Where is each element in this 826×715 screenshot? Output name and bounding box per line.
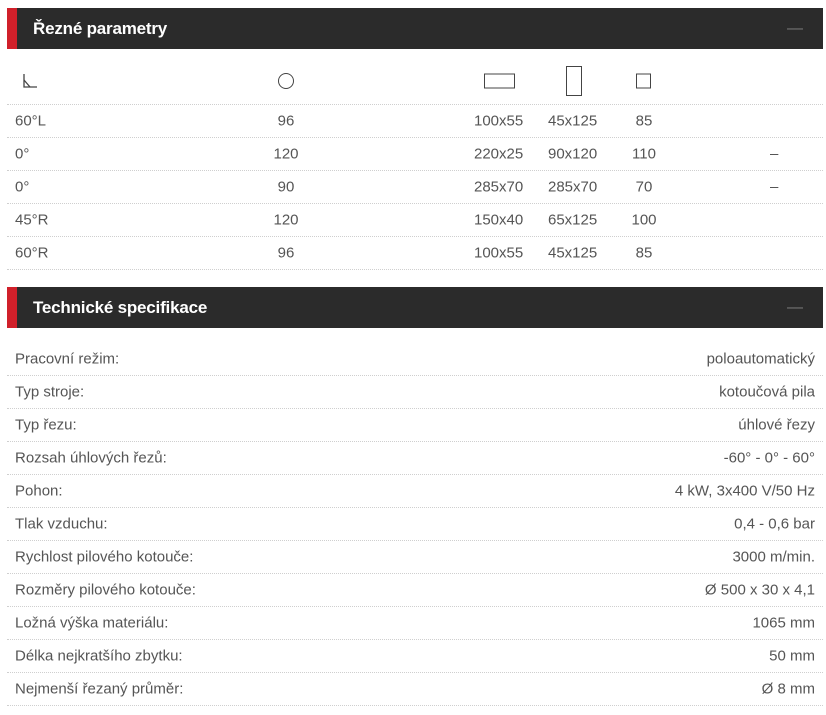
round-bar-icon <box>278 72 294 89</box>
square-cell: 85 <box>635 244 653 262</box>
extra-cell: – <box>770 145 779 163</box>
table-row: 60°L 96 100x55 45x125 85 <box>7 105 823 138</box>
table-row: Pracovní režim: poloautomatický <box>7 343 823 376</box>
tall-cell: 90x120 <box>548 145 598 163</box>
table-row: Typ stroje: kotoučová pila <box>7 376 823 409</box>
tall-cell: 45x125 <box>548 244 598 262</box>
flat-cell: 150x40 <box>474 211 524 229</box>
spec-label: Rozsah úhlových řezů: <box>15 449 167 467</box>
tall-cell: 45x125 <box>548 112 598 130</box>
angle-cell: 60°R <box>15 244 49 262</box>
extra-cell: – <box>770 178 779 196</box>
spec-value: 3000 m/min. <box>732 548 815 566</box>
flat-cell: 285x70 <box>474 178 524 196</box>
spec-label: Rozměry pilového kotouče: <box>15 581 196 599</box>
spec-value: 0,4 - 0,6 bar <box>734 515 815 533</box>
spec-label: Délka nejkratšího zbytku: <box>15 647 183 665</box>
flat-cell: 220x25 <box>474 145 524 163</box>
spec-value: 50 mm <box>769 647 815 665</box>
table-row: 0° 120 220x25 90x120 110– <box>7 138 823 171</box>
spec-label: Pohon: <box>15 482 63 500</box>
spec-value: Ø 500 x 30 x 4,1 <box>704 581 815 599</box>
tall-cell: 285x70 <box>548 178 598 196</box>
table-row: Pohon: 4 kW, 3x400 V/50 Hz <box>7 475 823 508</box>
square-cell: 100 <box>631 211 657 229</box>
table-row: Rozměry pilového kotouče: Ø 500 x 30 x 4,… <box>7 574 823 607</box>
spec-label: Rychlost pilového kotouče: <box>15 548 194 566</box>
cutting-parameters-title: Řezné parametry <box>33 18 168 38</box>
table-row: 45°R 120 150x40 65x125 100 <box>7 204 823 237</box>
spec-value: -60° - 0° - 60° <box>723 449 815 467</box>
table-row: 60°R 96 100x55 45x125 85 <box>7 237 823 270</box>
table-row: Tlak vzduchu: 0,4 - 0,6 bar <box>7 508 823 541</box>
flat-cell: 100x55 <box>474 112 524 130</box>
table-row: Rychlost pilového kotouče: 3000 m/min. <box>7 541 823 574</box>
collapse-icon[interactable]: — <box>787 298 803 316</box>
spec-label: Nejmenší řezaný průměr: <box>15 680 184 698</box>
angle-icon <box>23 73 37 88</box>
spec-value: kotoučová pila <box>719 383 815 401</box>
flat-rectangle-icon <box>484 73 515 88</box>
spec-label: Typ řezu: <box>15 416 77 434</box>
technical-specs-title: Technické specifikace <box>33 297 208 317</box>
spec-value: 1065 mm <box>752 614 815 632</box>
collapse-icon[interactable]: — <box>787 19 803 37</box>
angle-cell: 0° <box>15 145 30 163</box>
tall-cell: 65x125 <box>548 211 598 229</box>
square-cell: 110 <box>632 145 656 163</box>
square-cell: 70 <box>635 178 653 196</box>
spec-value: poloautomatický <box>706 350 815 368</box>
spec-label: Tlak vzduchu: <box>15 515 108 533</box>
table-row: Nejmenší řezaný průměr: Ø 8 mm <box>7 673 823 706</box>
flat-cell: 100x55 <box>474 244 524 262</box>
angle-cell: 45°R <box>15 211 49 229</box>
spec-value: úhlové řezy <box>738 416 815 434</box>
spec-value: 4 kW, 3x400 V/50 Hz <box>674 482 815 500</box>
cutting-parameters-table: 60°L 96 100x55 45x125 85 0° 120 220x25 90x120 110… <box>7 57 823 270</box>
square-icon <box>636 73 651 88</box>
spec-label: Pracovní režim: <box>15 350 120 368</box>
tall-rectangle-icon <box>566 65 582 96</box>
square-cell: 85 <box>635 112 653 130</box>
table-row: Délka nejkratšího zbytku: 50 mm <box>7 640 823 673</box>
angle-cell: 60°L <box>15 112 47 130</box>
table-row: 0° 90 285x70 285x70 70– <box>7 171 823 204</box>
technical-specs-header[interactable]: Technické specifikace — <box>7 287 823 328</box>
angle-cell: 0° <box>15 178 30 196</box>
cutting-parameters-header[interactable]: Řezné parametry — <box>7 8 823 49</box>
technical-specs-table: Pracovní režim: poloautomatický Typ stroje… <box>7 343 823 706</box>
table-row: Typ řezu: úhlové řezy <box>7 409 823 442</box>
spec-label: Ložná výška materiálu: <box>15 614 169 632</box>
table-row: Ložná výška materiálu: 1065 mm <box>7 607 823 640</box>
spec-label: Typ stroje: <box>15 383 85 401</box>
cutting-table-header-row <box>7 57 823 105</box>
table-row: Rozsah úhlových řezů: -60° - 0° - 60° <box>7 442 823 475</box>
spec-value: Ø 8 mm <box>761 680 815 698</box>
